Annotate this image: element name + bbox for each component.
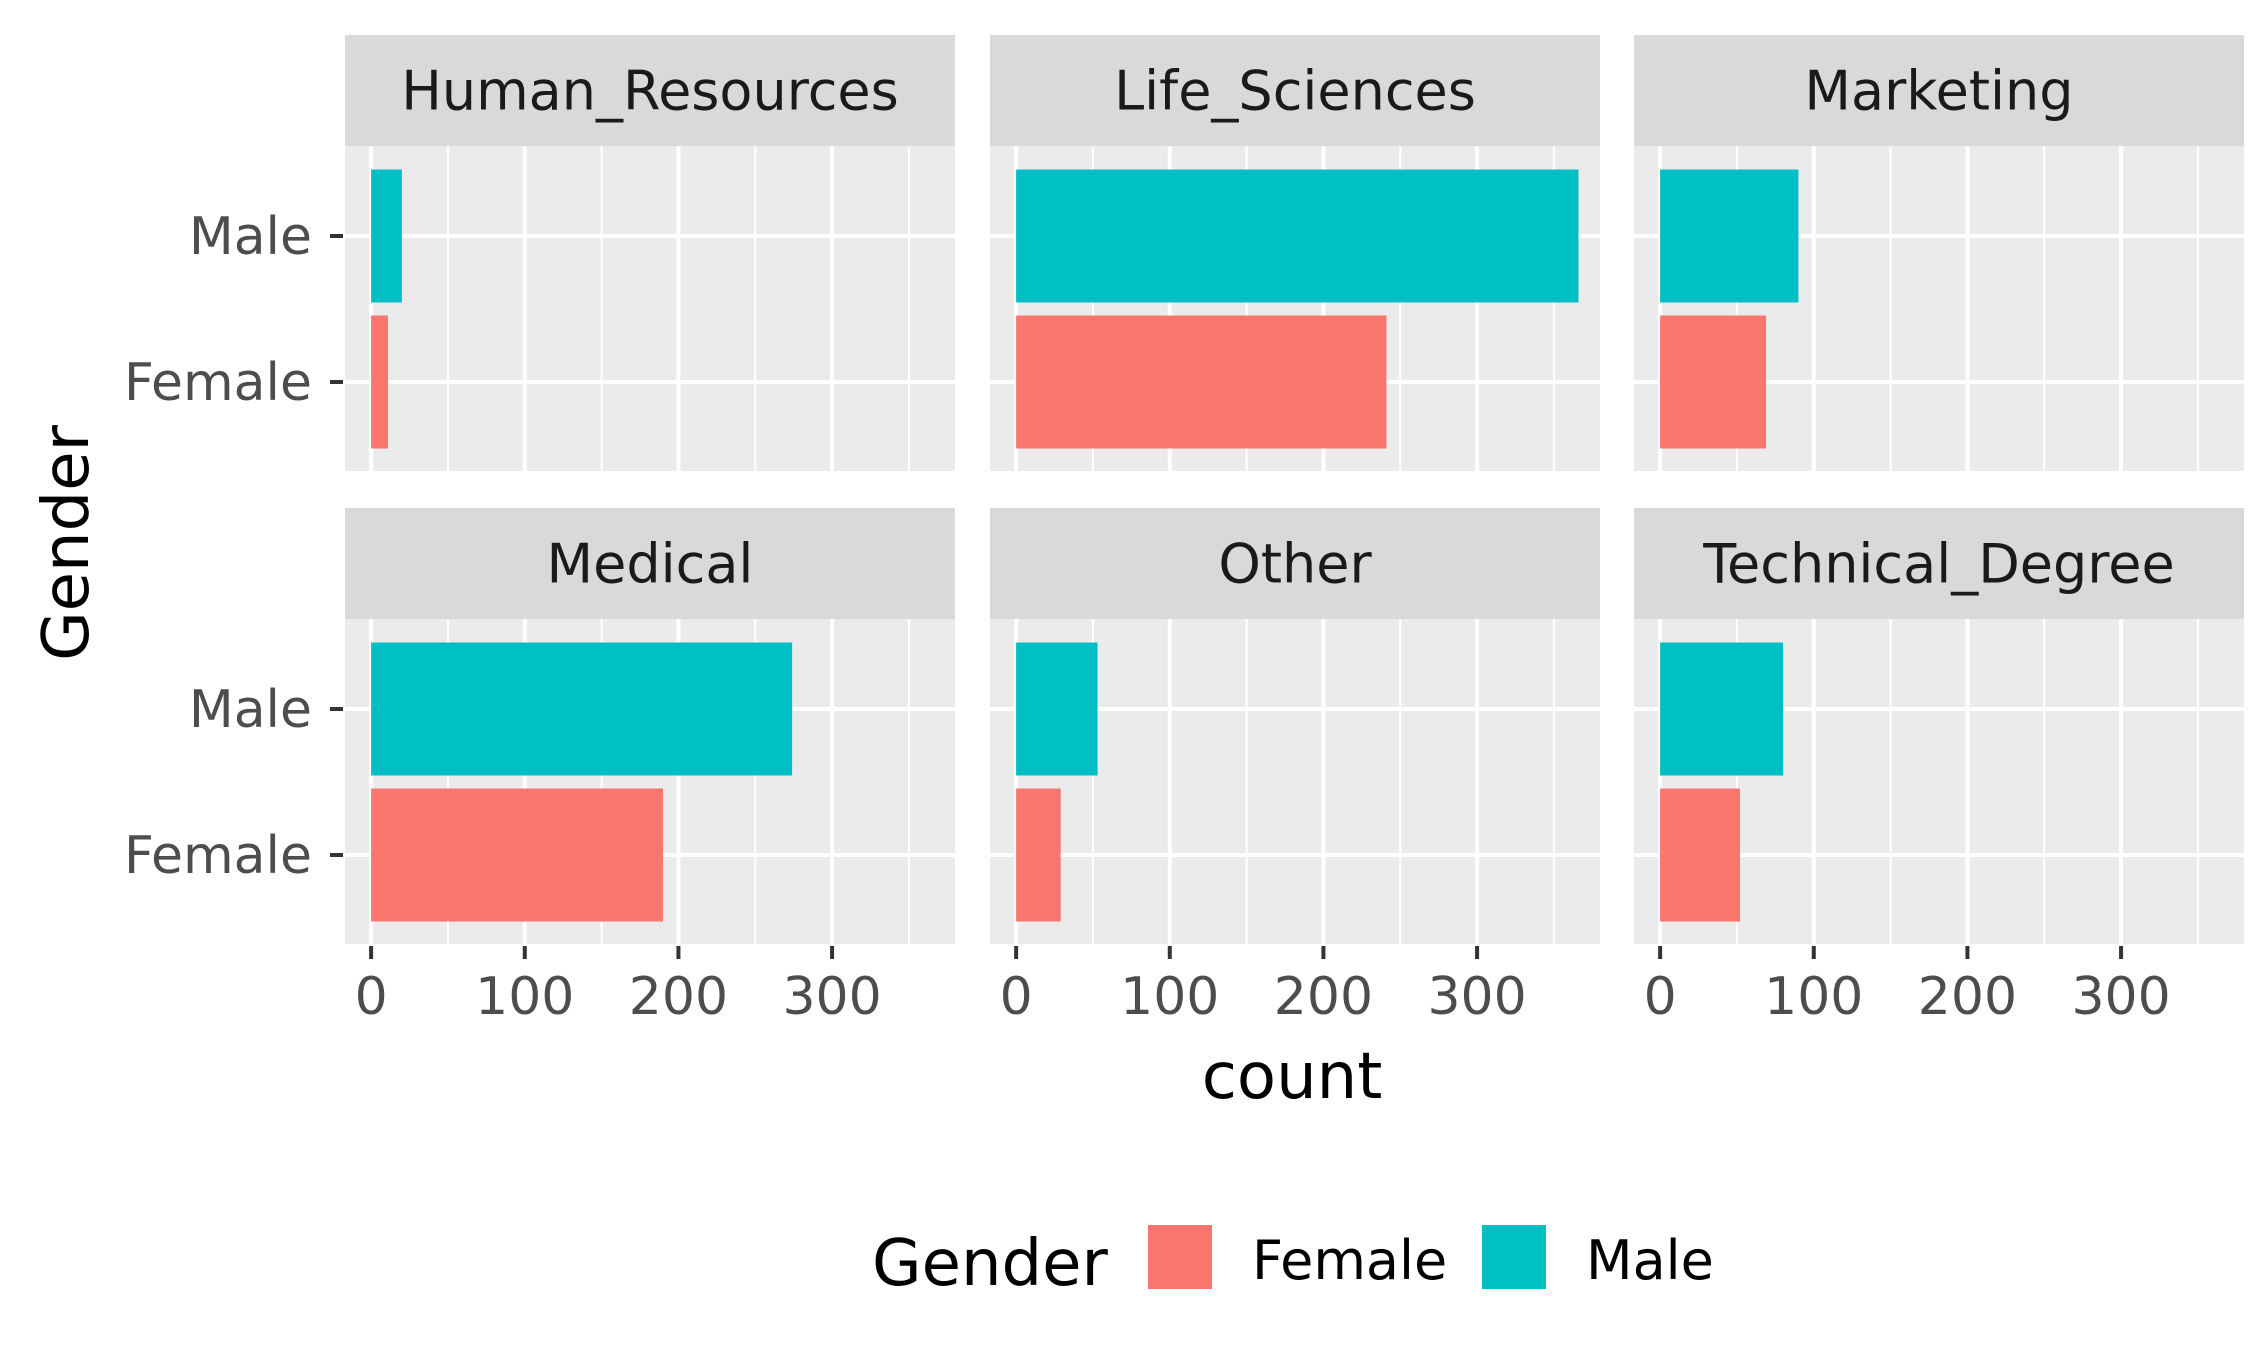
- legend-key-female: [1148, 1225, 1212, 1289]
- x-tick-label: 100: [1764, 967, 1863, 1027]
- facet-technical-degree: Technical_Degree: [1634, 508, 2244, 944]
- y-axes: Female Male Female Male: [124, 207, 343, 886]
- y-tick-label-female: Female: [124, 826, 312, 886]
- bar-marketing-male: [1660, 169, 1799, 303]
- facet-label-human-resources: Human_Resources: [401, 60, 899, 123]
- legend-label-female: Female: [1252, 1229, 1447, 1292]
- facet-label-medical: Medical: [547, 533, 754, 596]
- facet-label-other: Other: [1218, 533, 1372, 596]
- bar-technical-degree-female: [1660, 788, 1741, 922]
- bar-life-sciences-male: [1016, 169, 1579, 303]
- facet-medical: Medical: [345, 508, 955, 944]
- x-tick-label: 100: [475, 967, 574, 1027]
- facet-strip-technical-degree: [1634, 508, 2244, 619]
- y-tick-label-male: Male: [189, 680, 312, 740]
- bar-marketing-female: [1660, 315, 1767, 449]
- x-tick-label: 300: [1427, 967, 1526, 1027]
- bar-other-male: [1016, 642, 1098, 776]
- legend-title: Gender: [872, 1227, 1109, 1301]
- facet-label-life-sciences: Life_Sciences: [1114, 60, 1476, 123]
- x-tick-label: 0: [1644, 967, 1677, 1027]
- y-axis-title: Gender: [30, 424, 104, 661]
- bar-technical-degree-male: [1660, 642, 1784, 776]
- y-tick-label-female: Female: [124, 353, 312, 413]
- bar-human-resources-male: [371, 169, 402, 303]
- bar-medical-male: [371, 642, 793, 776]
- x-tick-label: 300: [782, 967, 881, 1027]
- x-axes: 0 100 200 300 0 100 200 300 0 100 200 300: [355, 946, 2171, 1027]
- facet-strip-other: [990, 508, 1600, 619]
- x-tick-label: 0: [355, 967, 388, 1027]
- x-tick-label: 200: [629, 967, 728, 1027]
- bar-human-resources-female: [371, 315, 389, 449]
- facet-strip-life-sciences: [990, 35, 1600, 146]
- x-tick-label: 100: [1120, 967, 1219, 1027]
- facet-strip-medical: [345, 508, 955, 619]
- bar-life-sciences-female: [1016, 315, 1387, 449]
- facet-human-resources: Human_Resources: [345, 35, 955, 471]
- bar-medical-female: [371, 788, 664, 922]
- facet-marketing: Marketing: [1634, 35, 2244, 471]
- x-tick-label: 0: [1000, 967, 1033, 1027]
- x-tick-label: 200: [1918, 967, 2017, 1027]
- facet-label-marketing: Marketing: [1804, 60, 2073, 123]
- facet-label-technical-degree: Technical_Degree: [1702, 533, 2175, 596]
- facet-other: Other: [990, 508, 1600, 944]
- facet-life-sciences: Life_Sciences: [990, 35, 1600, 471]
- y-tick-label-male: Male: [189, 207, 312, 267]
- facet-strip-marketing: [1634, 35, 2244, 146]
- panel-background: [345, 146, 955, 471]
- legend: Gender Female Male: [872, 1225, 1714, 1301]
- bar-other-female: [1016, 788, 1061, 922]
- facet-strip-human-resources: [345, 35, 955, 146]
- facet-panels: Human_Resources Life_Sciences Marketing Med…: [345, 35, 2244, 944]
- x-axis-title: count: [1202, 1040, 1383, 1114]
- legend-label-male: Male: [1586, 1229, 1714, 1292]
- x-tick-label: 200: [1274, 967, 1373, 1027]
- legend-key-male: [1482, 1225, 1546, 1289]
- x-tick-label: 300: [2071, 967, 2170, 1027]
